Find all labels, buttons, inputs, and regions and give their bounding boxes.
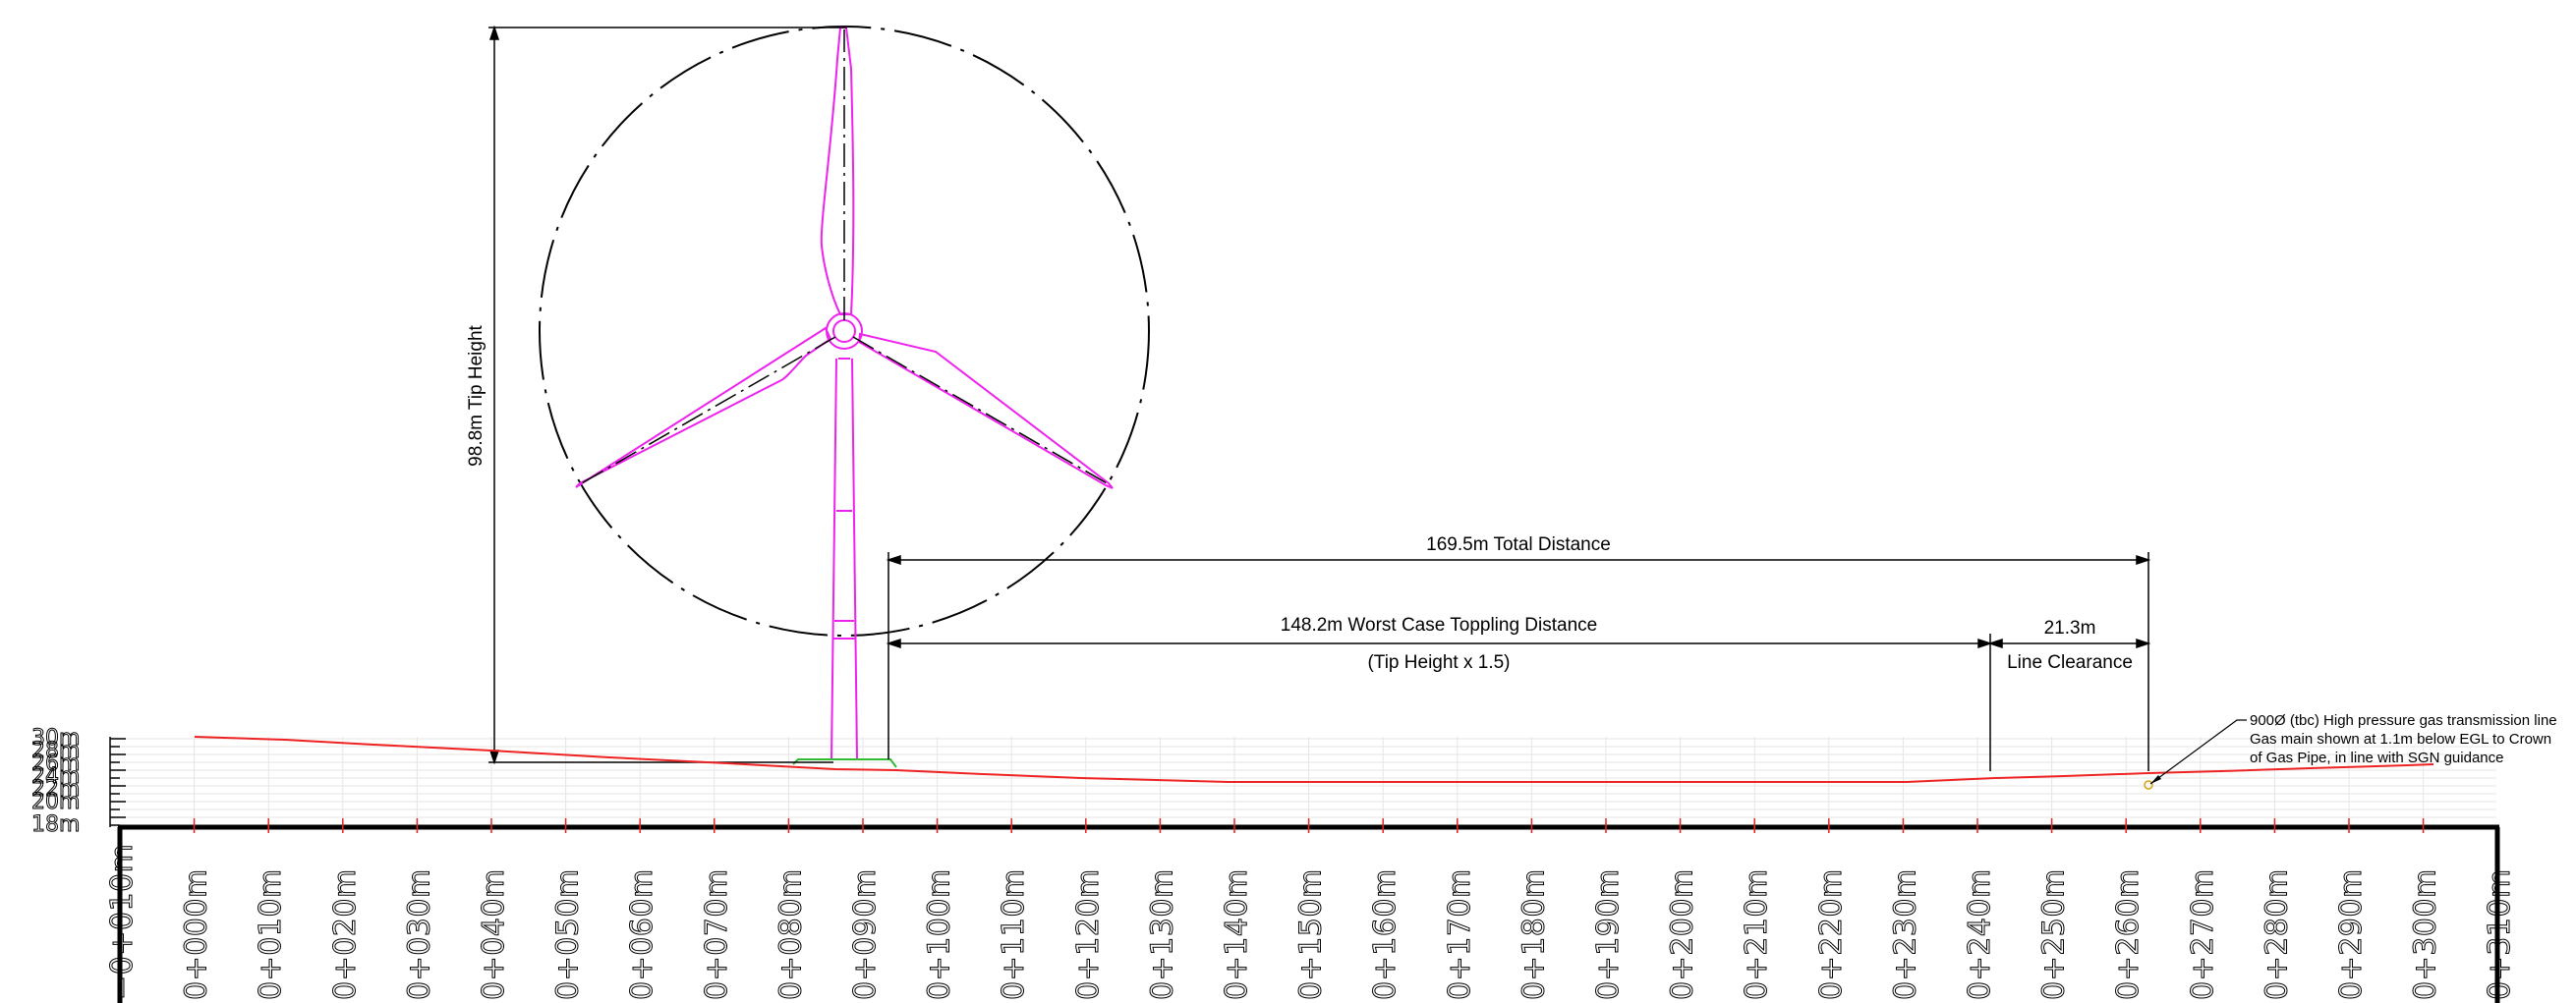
line-clearance-value: 21.3m: [2044, 618, 2096, 639]
svg-text:26m: 26m: [31, 752, 80, 776]
chainage-label: 0+120m: [1071, 868, 1106, 1000]
chainage-label: 0+110m: [997, 868, 1031, 1000]
chainage-label: 0+230m: [1888, 868, 1922, 1000]
chainage-label: 0+050m: [551, 868, 586, 1000]
line-clearance-label: Line Clearance: [2007, 652, 2133, 673]
chainage-label: 0+100m: [923, 868, 957, 1000]
toppling-distance-label: 148.2m Worst Case Toppling Distance: [1281, 615, 1597, 636]
level-labels: 30m 28m 26m 24m 22m 20m 18m: [31, 726, 81, 838]
chainage-label: 0+300m: [2409, 868, 2443, 1000]
chainage-label: 0+220m: [1814, 868, 1849, 1000]
blade-left: [575, 326, 832, 488]
total-distance-dimension: [886, 552, 2151, 771]
chainage-label: 0+150m: [1294, 868, 1329, 1000]
level-scale: [109, 737, 126, 827]
chainage-label: 0+130m: [1145, 868, 1179, 1000]
gas-pipe-marker: [2144, 780, 2153, 790]
svg-text:of Gas Pipe, in line with SGN: of Gas Pipe, in line with SGN guidance: [2250, 750, 2503, 766]
chainage-label: 0+040m: [477, 868, 511, 1000]
svg-text:20m: 20m: [31, 790, 80, 814]
chainage-label: 0+090m: [848, 868, 883, 1000]
chainage-label: 0+010m: [254, 868, 288, 1000]
chainage-label: 0+260m: [2111, 868, 2146, 1000]
svg-text:24m: 24m: [31, 764, 80, 789]
blade-right: [857, 332, 1114, 489]
chainage-label: 0+310m: [2483, 868, 2517, 1000]
vertical-grid: [194, 737, 2425, 827]
gas-main-note: 900Ø (tbc) High pressure gas transmissio…: [2250, 712, 2557, 766]
svg-text:30m: 30m: [31, 726, 80, 751]
tip-height-dimension: [488, 25, 847, 765]
gas-note-leader: [2149, 719, 2247, 785]
chainage-label: 0+030m: [402, 868, 436, 1000]
chainage-label: 0+080m: [773, 868, 808, 1000]
blade-top: [820, 27, 855, 315]
total-distance-label: 169.5m Total Distance: [1426, 534, 1611, 555]
chainage-label: 0+280m: [2260, 868, 2294, 1000]
chainage-label: 0+000m: [180, 868, 214, 1000]
chainage-label: 0+060m: [625, 868, 659, 1000]
foundation: [792, 758, 897, 768]
tower: [830, 358, 858, 760]
ground-profile: [194, 736, 2434, 783]
toppling-formula-label: (Tip Height x 1.5): [1367, 652, 1510, 673]
chainage-label: −0+010m: [105, 844, 140, 1000]
tip-height-label: 98.8m Tip Height: [466, 324, 487, 466]
chainage-label: 0+140m: [1220, 868, 1254, 1000]
chainage-label: 0+210m: [1740, 868, 1774, 1000]
chainage-label: 0+270m: [2186, 868, 2220, 1000]
svg-text:900Ø (tbc) High pressure gas t: 900Ø (tbc) High pressure gas transmissio…: [2250, 712, 2557, 729]
chainage-label: 0+250m: [2037, 868, 2072, 1000]
chainage-label: 0+180m: [1517, 868, 1551, 1000]
chainage-label: 0+160m: [1368, 868, 1402, 1000]
chainage-label: 0+290m: [2334, 868, 2369, 1000]
chainage-label: 0+190m: [1591, 868, 1626, 1000]
chainage-label: 0+170m: [1443, 868, 1477, 1000]
svg-text:28m: 28m: [31, 739, 80, 763]
chainage-label: 0+020m: [328, 868, 363, 1000]
chainage-ticks: [193, 818, 2425, 833]
chainage-label: 0+070m: [700, 868, 734, 1000]
svg-text:22m: 22m: [31, 777, 80, 802]
svg-text:18m: 18m: [31, 812, 80, 837]
blade-centrelines: [579, 29, 1110, 485]
chainage-label: 0+200m: [1666, 868, 1700, 1000]
svg-text:Gas main shown at 1.1m below E: Gas main shown at 1.1m below EGL to Crow…: [2250, 731, 2551, 748]
toppling-distance-dimension: [886, 634, 2151, 771]
chainage-labels: −0+010m 0+000m 0+010m 0+020m 0+030m 0+040m 0+0…: [105, 843, 2518, 1000]
chainage-label: 0+240m: [1963, 868, 1997, 1000]
